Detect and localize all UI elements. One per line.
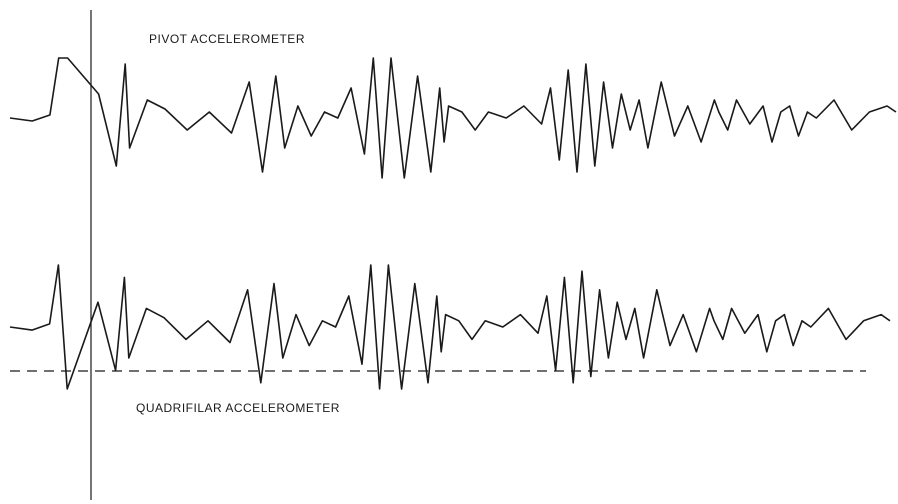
trace-quadrifilar bbox=[9, 264, 891, 390]
trace-pivot bbox=[9, 57, 897, 179]
trace-layer bbox=[9, 57, 897, 390]
series-label-quadrifilar: QUADRIFILAR ACCELEROMETER bbox=[136, 401, 340, 415]
series-label-pivot: PIVOT ACCELEROMETER bbox=[149, 32, 305, 46]
